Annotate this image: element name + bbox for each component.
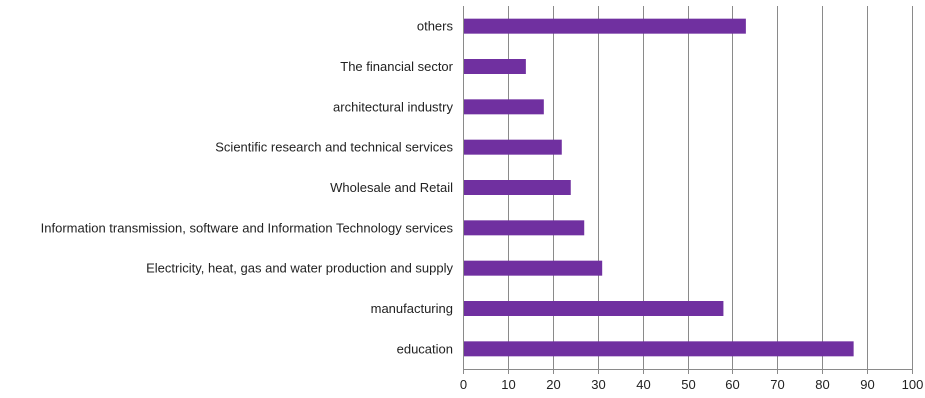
category-label: others <box>417 19 454 34</box>
x-tick-label: 50 <box>681 377 695 392</box>
bars <box>464 19 854 357</box>
category-label: Information transmission, software and I… <box>41 220 454 235</box>
category-label: manufacturing <box>371 301 453 316</box>
category-label: education <box>397 341 453 356</box>
x-tick-label: 10 <box>501 377 515 392</box>
bar <box>464 19 746 34</box>
x-tick-label: 80 <box>815 377 829 392</box>
x-tick-label: 60 <box>725 377 739 392</box>
x-tick-label: 0 <box>460 377 467 392</box>
x-tick-label: 20 <box>546 377 560 392</box>
bar <box>464 261 602 276</box>
bar <box>464 99 544 114</box>
bar <box>464 341 854 356</box>
category-label: The financial sector <box>340 59 453 74</box>
bar <box>464 180 571 195</box>
bar <box>464 59 526 74</box>
x-tick-label: 30 <box>591 377 605 392</box>
x-axis: 0 10 20 30 40 50 60 70 80 90 100 <box>460 369 923 392</box>
x-tick-label: 40 <box>636 377 650 392</box>
category-label: architectural industry <box>333 99 453 114</box>
bar <box>464 301 723 316</box>
x-tick-label: 70 <box>770 377 784 392</box>
category-label: Scientific research and technical servic… <box>215 140 453 155</box>
category-label: Wholesale and Retail <box>330 180 453 195</box>
category-labels: others The financial sector architectural … <box>41 19 454 357</box>
bar <box>464 140 562 155</box>
x-tick-label: 90 <box>860 377 874 392</box>
bar <box>464 220 584 235</box>
x-tick-label: 100 <box>902 377 924 392</box>
category-label: Electricity, heat, gas and water product… <box>146 261 453 276</box>
